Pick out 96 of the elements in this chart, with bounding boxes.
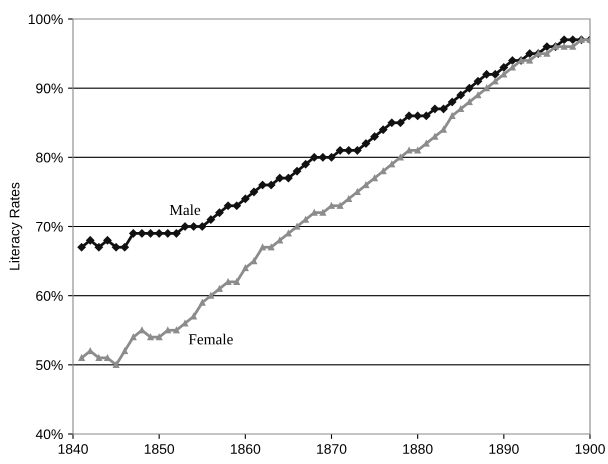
point bbox=[302, 160, 310, 168]
point bbox=[242, 264, 248, 272]
point bbox=[215, 208, 224, 217]
point bbox=[164, 229, 172, 238]
x-tick-label: 1880 bbox=[403, 444, 433, 454]
point bbox=[258, 180, 267, 190]
x-tick-label: 1890 bbox=[489, 444, 519, 454]
point bbox=[414, 147, 421, 154]
point bbox=[190, 222, 198, 231]
point bbox=[234, 278, 240, 285]
point bbox=[180, 222, 190, 231]
point bbox=[224, 202, 232, 210]
point bbox=[292, 167, 302, 176]
point bbox=[87, 348, 94, 354]
y-tick-label: 90% bbox=[36, 84, 63, 94]
point bbox=[568, 36, 577, 44]
point bbox=[336, 202, 344, 209]
point bbox=[456, 90, 465, 100]
point bbox=[560, 36, 568, 44]
point bbox=[86, 236, 94, 244]
point bbox=[78, 354, 85, 362]
point bbox=[284, 174, 293, 182]
point bbox=[422, 112, 430, 120]
point bbox=[190, 313, 197, 320]
point bbox=[414, 112, 422, 120]
point bbox=[404, 112, 414, 120]
point bbox=[198, 222, 206, 231]
point bbox=[542, 42, 552, 51]
point bbox=[430, 104, 440, 114]
point bbox=[232, 202, 241, 210]
point bbox=[276, 174, 284, 182]
point bbox=[379, 126, 388, 134]
point bbox=[344, 146, 353, 155]
point bbox=[458, 106, 464, 112]
y-tick-label: 60% bbox=[36, 291, 63, 301]
point bbox=[173, 327, 180, 334]
point bbox=[129, 229, 138, 238]
point bbox=[508, 56, 517, 65]
y-tick-label: 50% bbox=[36, 360, 63, 370]
point bbox=[362, 139, 370, 148]
point bbox=[310, 153, 318, 162]
point bbox=[259, 244, 266, 250]
point bbox=[146, 229, 155, 238]
y-tick-label: 100% bbox=[28, 14, 63, 24]
point bbox=[199, 299, 206, 306]
series-label: Female bbox=[188, 334, 233, 344]
point bbox=[491, 70, 500, 78]
point bbox=[267, 180, 276, 190]
point bbox=[448, 98, 456, 106]
point bbox=[327, 153, 336, 162]
point bbox=[250, 188, 258, 196]
point bbox=[147, 334, 154, 340]
point bbox=[172, 229, 181, 238]
point bbox=[103, 236, 112, 244]
point bbox=[526, 57, 533, 64]
x-tick-label: 1860 bbox=[230, 444, 260, 454]
point bbox=[112, 362, 120, 368]
point bbox=[96, 354, 102, 362]
point bbox=[526, 49, 534, 58]
series-label: Male bbox=[170, 204, 200, 216]
point bbox=[138, 229, 146, 238]
y-axis-title: Literacy Rates bbox=[9, 182, 22, 270]
point bbox=[77, 243, 86, 252]
point bbox=[396, 118, 405, 127]
point bbox=[285, 230, 292, 237]
point bbox=[302, 216, 309, 223]
point bbox=[155, 229, 164, 238]
point bbox=[370, 132, 379, 141]
point bbox=[122, 348, 128, 354]
point bbox=[474, 77, 482, 86]
y-tick-label: 70% bbox=[36, 222, 63, 232]
point bbox=[423, 140, 430, 147]
point bbox=[241, 194, 250, 203]
point bbox=[449, 112, 456, 119]
point bbox=[388, 118, 396, 127]
point bbox=[500, 63, 508, 72]
point bbox=[318, 153, 328, 162]
point bbox=[120, 243, 129, 252]
point bbox=[320, 210, 326, 216]
x-tick-label: 1840 bbox=[58, 444, 88, 454]
point bbox=[466, 98, 472, 106]
y-tick-label: 40% bbox=[36, 429, 63, 440]
x-tick-label: 1870 bbox=[317, 444, 346, 454]
point bbox=[439, 104, 448, 114]
point bbox=[206, 215, 215, 224]
point bbox=[94, 243, 103, 252]
point bbox=[112, 243, 120, 252]
point bbox=[353, 146, 362, 155]
point bbox=[482, 70, 491, 78]
point bbox=[544, 50, 550, 57]
x-tick-label: 1900 bbox=[576, 444, 605, 454]
point bbox=[354, 188, 360, 196]
point bbox=[336, 146, 344, 155]
point bbox=[465, 84, 474, 92]
y-tick-label: 80% bbox=[36, 152, 63, 163]
x-tick-label: 1850 bbox=[144, 444, 174, 454]
